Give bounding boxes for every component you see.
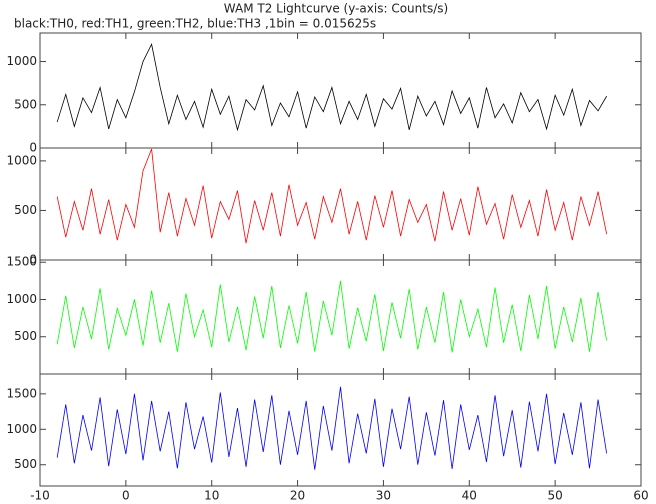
panel-frame [39,147,642,261]
x-tick-label: -10 [30,489,50,503]
x-tick-label: 10 [204,489,219,503]
series-line [56,43,608,132]
x-tick-label: 60 [633,489,648,503]
y-tick-label: 1000 [6,422,37,436]
series-line [56,280,608,353]
y-tick-label: 1000 [6,292,37,306]
series-line [56,386,608,470]
x-tick-label: 0 [122,489,130,503]
x-tick-label: 30 [376,489,391,503]
y-tick-label: 500 [14,457,37,471]
y-tick-label: 500 [14,203,37,217]
chart-title: WAM T2 Lightcurve (y-axis: Counts/s) [224,2,448,16]
chart-subtitle: black:TH0, red:TH1, green:TH2, blue:TH3 … [14,17,376,31]
panel-frame [39,373,642,487]
y-tick-label: 500 [14,97,37,111]
y-tick-label: 1500 [6,386,37,400]
panel-frame [39,32,642,149]
y-tick-label: 1000 [6,54,37,68]
x-tick-label: 20 [290,489,305,503]
y-tick-label: 1500 [6,255,37,269]
series-line [56,148,608,244]
x-tick-label: 50 [548,489,563,503]
x-tick-label: 40 [462,489,477,503]
y-tick-label: 500 [14,329,37,343]
y-tick-label: 1000 [6,153,37,167]
y-tick-label: 0 [29,141,37,155]
y-tick-label: 0 [29,253,37,267]
